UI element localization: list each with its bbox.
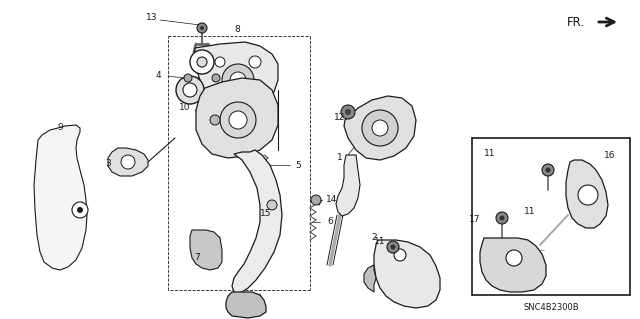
Text: 4: 4 xyxy=(155,70,161,79)
Circle shape xyxy=(372,120,388,136)
Text: 16: 16 xyxy=(604,151,616,160)
Text: 1: 1 xyxy=(337,153,343,162)
Circle shape xyxy=(506,250,522,266)
Circle shape xyxy=(230,72,246,88)
Text: 14: 14 xyxy=(326,196,338,204)
Circle shape xyxy=(183,83,197,97)
Text: FR.: FR. xyxy=(567,16,585,28)
Polygon shape xyxy=(34,125,87,270)
Polygon shape xyxy=(344,96,416,160)
Polygon shape xyxy=(226,292,266,318)
Circle shape xyxy=(220,102,256,138)
Circle shape xyxy=(197,57,207,67)
Text: 17: 17 xyxy=(469,216,481,225)
Polygon shape xyxy=(374,240,440,308)
Polygon shape xyxy=(190,230,222,270)
Text: 3: 3 xyxy=(105,160,111,168)
Text: 9: 9 xyxy=(57,123,63,132)
Circle shape xyxy=(121,155,135,169)
Circle shape xyxy=(578,185,598,205)
Circle shape xyxy=(267,200,277,210)
Circle shape xyxy=(229,111,247,129)
Text: 11: 11 xyxy=(524,207,536,217)
Polygon shape xyxy=(195,42,278,110)
Circle shape xyxy=(176,76,204,104)
Circle shape xyxy=(215,57,225,67)
Circle shape xyxy=(345,109,351,115)
Polygon shape xyxy=(566,160,608,228)
Text: 6: 6 xyxy=(327,218,333,226)
Circle shape xyxy=(390,244,396,249)
Circle shape xyxy=(362,110,398,146)
Text: SNC4B2300B: SNC4B2300B xyxy=(523,303,579,313)
Polygon shape xyxy=(108,148,148,176)
Polygon shape xyxy=(196,78,278,158)
Circle shape xyxy=(77,207,83,213)
Text: 12: 12 xyxy=(334,114,346,122)
Polygon shape xyxy=(232,150,282,294)
Circle shape xyxy=(197,23,207,33)
Text: 5: 5 xyxy=(295,160,301,169)
Polygon shape xyxy=(364,265,376,292)
Text: 11: 11 xyxy=(374,238,386,247)
Circle shape xyxy=(311,195,321,205)
Text: 15: 15 xyxy=(260,209,272,218)
Circle shape xyxy=(249,56,261,68)
Text: 8: 8 xyxy=(234,26,240,34)
Text: 10: 10 xyxy=(179,103,191,113)
Text: 7: 7 xyxy=(195,254,200,263)
Circle shape xyxy=(184,74,192,82)
Circle shape xyxy=(190,50,214,74)
Circle shape xyxy=(499,216,504,220)
Text: 13: 13 xyxy=(147,13,157,23)
Polygon shape xyxy=(480,238,546,292)
Circle shape xyxy=(542,164,554,176)
Circle shape xyxy=(394,249,406,261)
Circle shape xyxy=(387,241,399,253)
Circle shape xyxy=(545,167,550,173)
Circle shape xyxy=(212,74,220,82)
Circle shape xyxy=(210,115,220,125)
Circle shape xyxy=(222,64,254,96)
Circle shape xyxy=(341,105,355,119)
Text: 11: 11 xyxy=(484,149,496,158)
Circle shape xyxy=(496,212,508,224)
Polygon shape xyxy=(336,155,360,216)
Text: 2: 2 xyxy=(371,233,377,241)
Circle shape xyxy=(200,26,204,30)
Circle shape xyxy=(72,202,88,218)
